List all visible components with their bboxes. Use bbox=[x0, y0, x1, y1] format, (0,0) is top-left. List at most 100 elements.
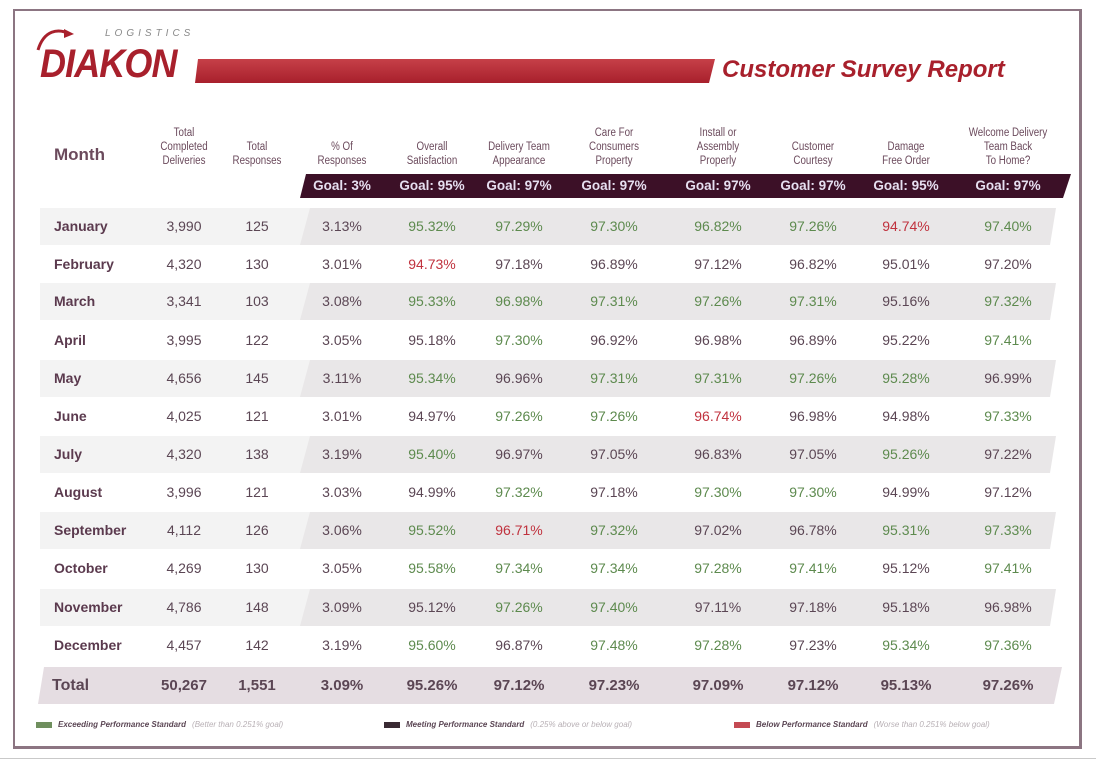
column-header-welcome: Welcome Delivery Team Back To Home? bbox=[968, 127, 1048, 167]
pct-responses-cell: 3.03% bbox=[322, 484, 362, 500]
logo-wordmark: DIAKON bbox=[40, 42, 178, 86]
score-cell-appearance: 97.30% bbox=[495, 332, 543, 348]
table-row: February 4,320 130 3.01% 94.73% 97.18% 96.89% 9… bbox=[40, 246, 1056, 283]
score-cell-overall: 94.73% bbox=[408, 256, 456, 272]
goal-label-damage: Goal: 95% bbox=[873, 178, 939, 193]
score-cell-overall: 95.60% bbox=[408, 637, 456, 653]
total-deliveries: 50,267 bbox=[161, 677, 207, 694]
score-cell-appearance: 97.26% bbox=[495, 599, 543, 615]
score-cell-damage: 95.22% bbox=[882, 332, 930, 348]
score-cell-welcome: 97.33% bbox=[984, 408, 1032, 424]
column-header-care: Care For Consumers Property bbox=[589, 127, 639, 167]
table-row: November 4,786 148 3.09% 95.12% 97.26% 97.40% 9… bbox=[40, 589, 1056, 626]
total-welcome: 97.26% bbox=[982, 677, 1034, 694]
column-header-appearance: Delivery Team Appearance bbox=[488, 141, 550, 167]
pct-responses-cell: 3.19% bbox=[322, 446, 362, 462]
goal-label-install: Goal: 97% bbox=[685, 178, 751, 193]
score-cell-install: 97.02% bbox=[694, 522, 742, 538]
responses-cell: 125 bbox=[245, 218, 269, 234]
score-cell-care: 97.18% bbox=[590, 484, 638, 500]
score-cell-welcome: 97.12% bbox=[984, 484, 1032, 500]
score-cell-appearance: 96.96% bbox=[495, 370, 543, 386]
score-cell-damage: 94.99% bbox=[882, 484, 930, 500]
month-cell: October bbox=[54, 560, 108, 576]
deliveries-cell: 4,269 bbox=[166, 560, 202, 576]
legend-note: (Better than 0.251% goal) bbox=[192, 720, 284, 729]
score-cell-care: 96.89% bbox=[590, 256, 638, 272]
score-cell-install: 96.74% bbox=[694, 408, 742, 424]
pct-responses-cell: 3.11% bbox=[322, 370, 362, 386]
score-cell-appearance: 97.34% bbox=[495, 560, 543, 576]
deliveries-cell: 4,786 bbox=[166, 599, 202, 615]
total-overall: 95.26% bbox=[406, 677, 458, 694]
month-cell: July bbox=[54, 446, 83, 462]
score-cell-damage: 95.16% bbox=[882, 293, 930, 309]
pct-responses-cell: 3.13% bbox=[322, 218, 362, 234]
table-row: June 4,025 121 3.01% 94.97% 97.26% 97.26% 96.74… bbox=[40, 398, 1056, 435]
legend-swatch-meet bbox=[384, 721, 400, 728]
row-shade-left bbox=[40, 436, 310, 473]
score-cell-courtesy: 97.30% bbox=[789, 484, 837, 500]
score-cell-overall: 95.40% bbox=[408, 446, 456, 462]
arrow-logo-icon bbox=[36, 29, 74, 51]
score-cell-courtesy: 97.05% bbox=[789, 446, 837, 462]
month-cell: November bbox=[54, 599, 123, 615]
score-cell-appearance: 96.71% bbox=[495, 522, 543, 538]
month-cell: June bbox=[54, 408, 87, 424]
score-cell-welcome: 97.36% bbox=[984, 637, 1032, 653]
responses-cell: 145 bbox=[245, 370, 269, 386]
pct-responses-cell: 3.06% bbox=[322, 522, 362, 538]
score-cell-welcome: 97.41% bbox=[984, 560, 1032, 576]
page-divider bbox=[0, 758, 1096, 759]
pct-responses-cell: 3.19% bbox=[322, 637, 362, 653]
logo-subtitle: LOGISTICS bbox=[105, 28, 195, 39]
column-header-courtesy: Customer Courtesy bbox=[791, 141, 835, 167]
score-cell-care: 97.31% bbox=[590, 370, 638, 386]
deliveries-cell: 4,112 bbox=[167, 522, 201, 538]
score-cell-install: 96.98% bbox=[694, 332, 742, 348]
column-header-pct_responses: % Of Responses bbox=[317, 141, 367, 167]
column-header-damage: Damage Free Order bbox=[882, 141, 930, 167]
total-row-background bbox=[38, 667, 1062, 704]
score-cell-appearance: 97.18% bbox=[495, 256, 543, 272]
legend-note: (0.25% above or below goal) bbox=[530, 720, 633, 729]
legend-label: Meeting Performance Standard bbox=[406, 720, 525, 729]
score-cell-welcome: 97.20% bbox=[984, 256, 1032, 272]
legend-swatch-below bbox=[734, 721, 750, 728]
score-cell-care: 97.26% bbox=[590, 408, 638, 424]
deliveries-cell: 3,995 bbox=[166, 332, 202, 348]
score-cell-courtesy: 97.41% bbox=[789, 560, 837, 576]
score-cell-damage: 95.12% bbox=[882, 560, 930, 576]
deliveries-cell: 3,990 bbox=[166, 218, 202, 234]
score-cell-install: 97.26% bbox=[694, 293, 742, 309]
pct-responses-cell: 3.05% bbox=[322, 560, 362, 576]
month-cell: March bbox=[54, 293, 96, 309]
score-cell-courtesy: 96.98% bbox=[789, 408, 837, 424]
legend-note: (Worse than 0.251% below goal) bbox=[873, 720, 990, 729]
total-care: 97.23% bbox=[588, 677, 640, 694]
score-cell-courtesy: 96.78% bbox=[789, 522, 837, 538]
responses-cell: 122 bbox=[245, 332, 269, 348]
table-row: December 4,457 142 3.19% 95.60% 96.87% 97.48% 9… bbox=[40, 627, 1056, 664]
table-row: January 3,990 125 3.13% 95.32% 97.29% 97.30% 96… bbox=[40, 208, 1056, 245]
legend-swatch-exceed bbox=[36, 721, 52, 728]
table-row: May 4,656 145 3.11% 95.34% 96.96% 97.31% 97.31%… bbox=[40, 360, 1056, 397]
month-cell: May bbox=[54, 370, 82, 386]
score-cell-appearance: 97.32% bbox=[495, 484, 543, 500]
deliveries-cell: 4,320 bbox=[166, 256, 202, 272]
total-install: 97.09% bbox=[692, 677, 744, 694]
month-cell: August bbox=[54, 484, 103, 500]
column-header-overall: Overall Satisfaction bbox=[406, 141, 458, 167]
score-cell-overall: 95.58% bbox=[408, 560, 456, 576]
pct-responses-cell: 3.08% bbox=[322, 293, 362, 309]
score-cell-care: 97.05% bbox=[590, 446, 638, 462]
table-row: March 3,341 103 3.08% 95.33% 96.98% 97.31% 97.2… bbox=[40, 283, 1056, 320]
header-red-bar bbox=[195, 59, 715, 83]
goal-label-welcome: Goal: 97% bbox=[975, 178, 1041, 193]
score-cell-welcome: 97.33% bbox=[984, 522, 1032, 538]
table-row: April 3,995 122 3.05% 95.18% 97.30% 96.92% 96.9… bbox=[40, 322, 1056, 359]
score-cell-courtesy: 96.89% bbox=[789, 332, 837, 348]
score-cell-overall: 95.34% bbox=[408, 370, 456, 386]
score-cell-overall: 95.32% bbox=[408, 218, 456, 234]
responses-cell: 103 bbox=[245, 293, 269, 309]
